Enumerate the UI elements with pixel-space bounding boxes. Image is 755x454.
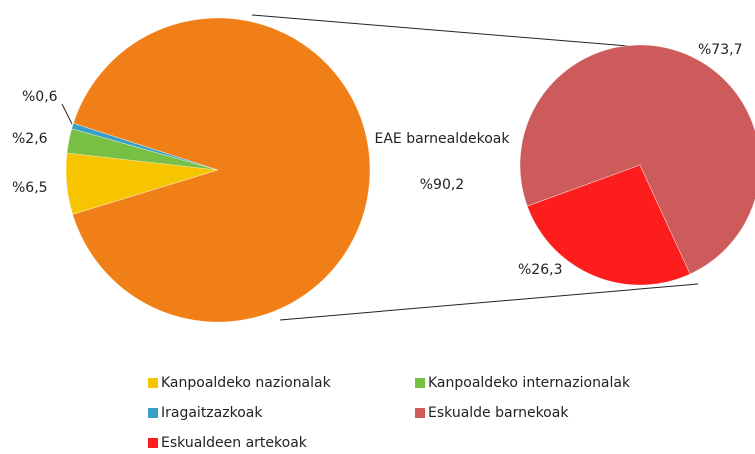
data-label: EAE barnealdekoak [374,131,510,147]
data-label: %2,6 [12,131,48,147]
legend-label: Kanpoaldeko nazionalak [161,375,332,391]
connector-line [251,14,641,48]
legend-label: Kanpoaldeko internazionalak [428,375,631,391]
pie-slice [526,164,691,286]
data-label: %90,2 [420,177,464,193]
legend-swatch [415,408,425,418]
pies [65,17,755,323]
legend-label: Eskualdeen artekoak [161,435,308,451]
labels: %0,6 %2,6 %6,5 EAE barnealdekoak %90,2 %73,7%… [12,42,742,278]
connector-line [279,283,699,321]
data-label: %0,6 [22,89,58,105]
legend-label: Iragaitzazkoak [161,405,263,421]
legend-swatch [148,438,158,448]
legend-label: Eskualde barnekoak [428,405,569,421]
legend-swatch [148,408,158,418]
pie-slice [519,44,755,275]
data-label: %6,5 [12,180,48,196]
legend: Kanpoaldeko nazionalak Kanpoaldeko intern… [148,375,631,451]
leader-line [61,103,73,125]
pie-slice [72,17,371,323]
legend-swatch [148,378,158,388]
data-label: %73,7 [698,42,742,58]
data-label: %26,3 [518,262,562,278]
legend-swatch [415,378,425,388]
